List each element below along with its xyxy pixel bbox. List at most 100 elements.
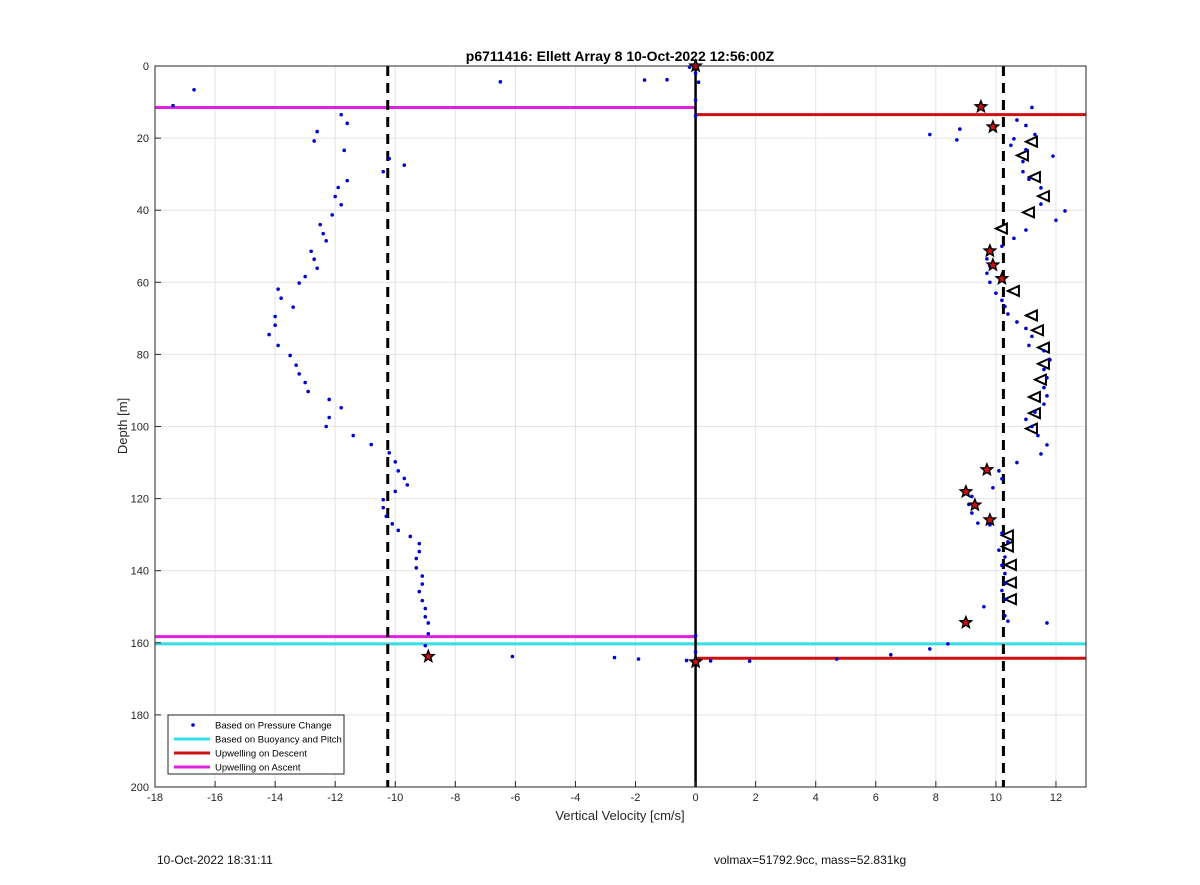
ascent-marker: [1002, 592, 1017, 606]
pressure-change-point: [267, 332, 271, 337]
pressure-change-point: [288, 353, 292, 358]
pressure-change-point: [393, 489, 398, 494]
ascent-marker: [1032, 373, 1047, 387]
pressure-change-point: [273, 323, 277, 327]
x-axis-label: Vertical Velocity [cm/s]: [555, 808, 684, 823]
pressure-change-point: [345, 178, 350, 183]
pressure-change-point: [1030, 424, 1034, 429]
flagged-point: [973, 98, 989, 114]
pressure-change-point: [1021, 169, 1025, 174]
ascent-marker: [1002, 576, 1017, 590]
pressure-change-point: [420, 574, 425, 578]
pressure-change-point: [417, 589, 422, 594]
pressure-change-point: [1012, 236, 1016, 241]
x-tick-label: 8: [933, 792, 939, 804]
pressure-change-point: [1000, 531, 1004, 536]
x-tick-label: 12: [1050, 792, 1062, 804]
y-axis-label: Depth [m]: [115, 398, 130, 454]
ticks: -18 -16 -14 -12 -10 -8 -6 -4 -2 0 2 4 6 8 10 1202040608…: [131, 61, 1062, 804]
y-tick-label: 180: [131, 710, 149, 722]
pressure-change-point: [420, 598, 425, 603]
pressure-change-point: [339, 202, 344, 207]
pressure-change-point: [958, 127, 962, 131]
pressure-change-point: [1003, 555, 1007, 559]
y-tick-label: 160: [131, 638, 149, 650]
pressure-change-point: [276, 287, 280, 291]
pressure-change-point: [1003, 304, 1007, 309]
ascent-marker: [999, 528, 1014, 542]
pressure-change-point: [498, 80, 503, 84]
pressure-change-point: [381, 169, 386, 174]
pressure-change-point: [1015, 118, 1019, 122]
pressure-change-point: [342, 148, 347, 153]
pressure-change-point: [708, 659, 713, 663]
ascent-marker: [1023, 308, 1038, 323]
pressure-change-point: [324, 424, 328, 429]
pressure-change-point: [665, 77, 669, 82]
y-tick-label: 120: [131, 494, 149, 506]
ascent-marker: [1005, 284, 1020, 298]
legend-box: [167, 714, 345, 775]
pressure-change-point: [417, 541, 422, 546]
pressure-change-point: [1054, 218, 1058, 223]
flagged-point: [994, 270, 1010, 286]
pressure-change-point: [1021, 159, 1025, 164]
x-tick-label: -12: [327, 792, 343, 804]
pressure-change-point: [309, 249, 313, 254]
y-tick-label: 100: [131, 422, 149, 434]
series-layer: [155, 58, 1086, 787]
flagged-point: [688, 653, 704, 669]
pressure-change-point: [1030, 105, 1034, 110]
pressure-change-point: [171, 103, 175, 108]
pressure-change-point: [402, 476, 407, 481]
pressure-change-point: [1006, 312, 1010, 316]
flagged-point: [967, 497, 983, 512]
pressure-change-point: [312, 257, 316, 262]
pressure-change-point: [1015, 320, 1019, 324]
x-tick-label: -14: [267, 792, 283, 804]
pressure-change-point: [324, 239, 328, 243]
y-tick-label: 80: [137, 349, 149, 361]
pressure-change-point: [1045, 443, 1049, 447]
y-tick-label: 60: [137, 277, 149, 289]
pressure-change-point: [423, 606, 428, 611]
pressure-change-point: [297, 372, 301, 376]
pressure-change-point: [1027, 177, 1031, 181]
pressure-change-point: [1042, 402, 1046, 406]
pressure-change-point: [327, 415, 331, 420]
ascent-marker: [1029, 323, 1044, 337]
pressure-change-point: [928, 132, 932, 137]
legend-label: Upwelling on Ascent: [215, 763, 301, 774]
pressure-change-point: [997, 469, 1001, 473]
pressure-change-point: [684, 658, 689, 663]
pressure-change-point: [1039, 202, 1043, 206]
pressure-change-point: [1033, 410, 1037, 414]
pressure-change-point: [1003, 581, 1007, 586]
pressure-change-point: [294, 363, 298, 368]
pressure-change-point: [414, 566, 419, 570]
pressure-change-point: [405, 483, 410, 487]
footer-params: volmax=51792.9cc, mass=52.831kg: [714, 853, 907, 867]
pressure-change-point: [1036, 433, 1040, 438]
pressure-change-point: [1006, 540, 1010, 544]
x-tick-label: -16: [207, 792, 223, 804]
pressure-change-point: [1009, 143, 1013, 148]
pressure-change-point: [396, 469, 401, 473]
pressure-change-point: [693, 633, 698, 638]
pressure-change-point: [279, 296, 283, 300]
y-tick-label: 0: [143, 61, 149, 73]
flagged-point: [958, 483, 974, 499]
pressure-change-point: [693, 71, 698, 76]
pressure-change-point: [417, 549, 422, 554]
pressure-change-point: [306, 389, 310, 394]
pressure-change-point: [315, 129, 319, 134]
pressure-change-point: [1030, 334, 1034, 339]
pressure-change-point: [747, 659, 752, 663]
ascent-marker: [1026, 170, 1041, 184]
x-tick-label: 10: [990, 792, 1002, 804]
pressure-change-point: [1000, 476, 1004, 481]
pressure-change-point: [1051, 154, 1055, 158]
pressure-change-point: [1039, 452, 1043, 456]
pressure-change-point: [369, 442, 374, 447]
pressure-change-point: [946, 642, 950, 646]
